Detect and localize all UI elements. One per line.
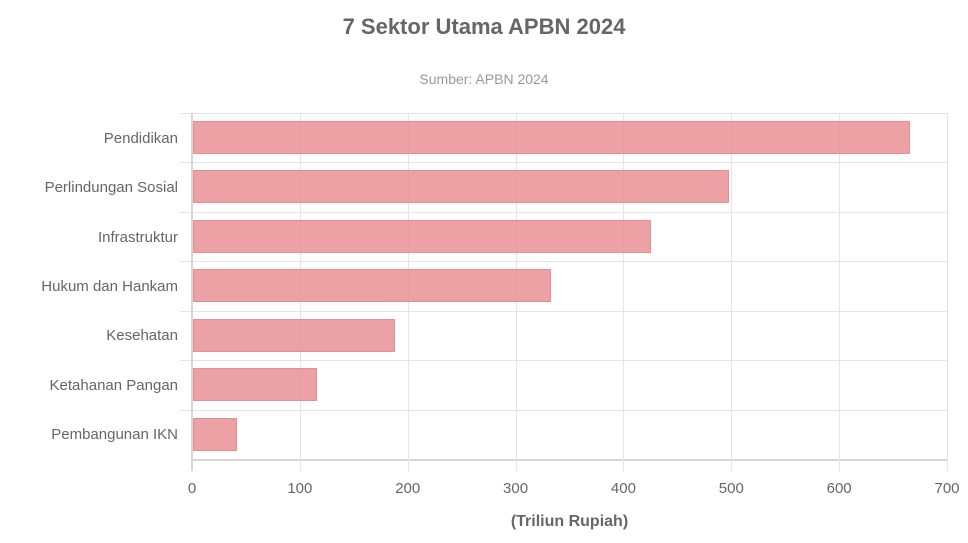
x-tick-label: 200	[395, 480, 421, 497]
gridline	[180, 261, 947, 262]
x-axis-line	[192, 459, 947, 461]
y-label-6: Pembangunan IKN	[51, 426, 178, 443]
x-tick-label: 700	[934, 480, 960, 497]
gridline	[180, 360, 947, 361]
gridline	[180, 113, 947, 114]
bar-perlindungan-sosial[interactable]	[193, 170, 730, 204]
gridline	[180, 162, 947, 163]
y-label-5: Ketahanan Pangan	[49, 377, 178, 394]
x-tick-label: 600	[826, 480, 852, 497]
gridline	[180, 410, 947, 411]
gridline	[839, 113, 840, 471]
y-label-0: Pendidikan	[103, 130, 178, 147]
x-tick-label: 100	[287, 480, 313, 497]
bar-ketahanan-pangan[interactable]	[193, 368, 318, 402]
y-axis-line	[191, 113, 193, 471]
chart-title: 7 Sektor Utama APBN 2024	[342, 14, 626, 39]
x-tick-label: 400	[610, 480, 636, 497]
bar-kesehatan[interactable]	[193, 318, 395, 352]
gridline	[731, 113, 732, 471]
plot-area	[180, 113, 948, 471]
bar-hukum-dan-hankam[interactable]	[193, 269, 552, 303]
y-label-1: Perlindungan Sosial	[44, 179, 178, 196]
y-label-2: Infrastruktur	[97, 229, 178, 246]
x-tick-label: 0	[187, 480, 197, 497]
x-tick-label: 300	[503, 480, 529, 497]
gridline	[180, 212, 947, 213]
bar-infrastruktur[interactable]	[193, 219, 652, 253]
bar-pembangunan-ikn[interactable]	[193, 417, 238, 451]
chart-subtitle: Sumber: APBN 2024	[419, 71, 549, 87]
gridline	[947, 113, 948, 471]
bar-pendidikan[interactable]	[193, 121, 911, 154]
gridline	[623, 113, 624, 471]
x-tick-label: 500	[718, 480, 744, 497]
gridline	[180, 311, 947, 312]
y-label-4: Kesehatan	[106, 327, 178, 344]
y-label-3: Hukum dan Hankam	[41, 278, 178, 295]
x-axis-title: (Triliun Rupiah)	[510, 513, 629, 530]
